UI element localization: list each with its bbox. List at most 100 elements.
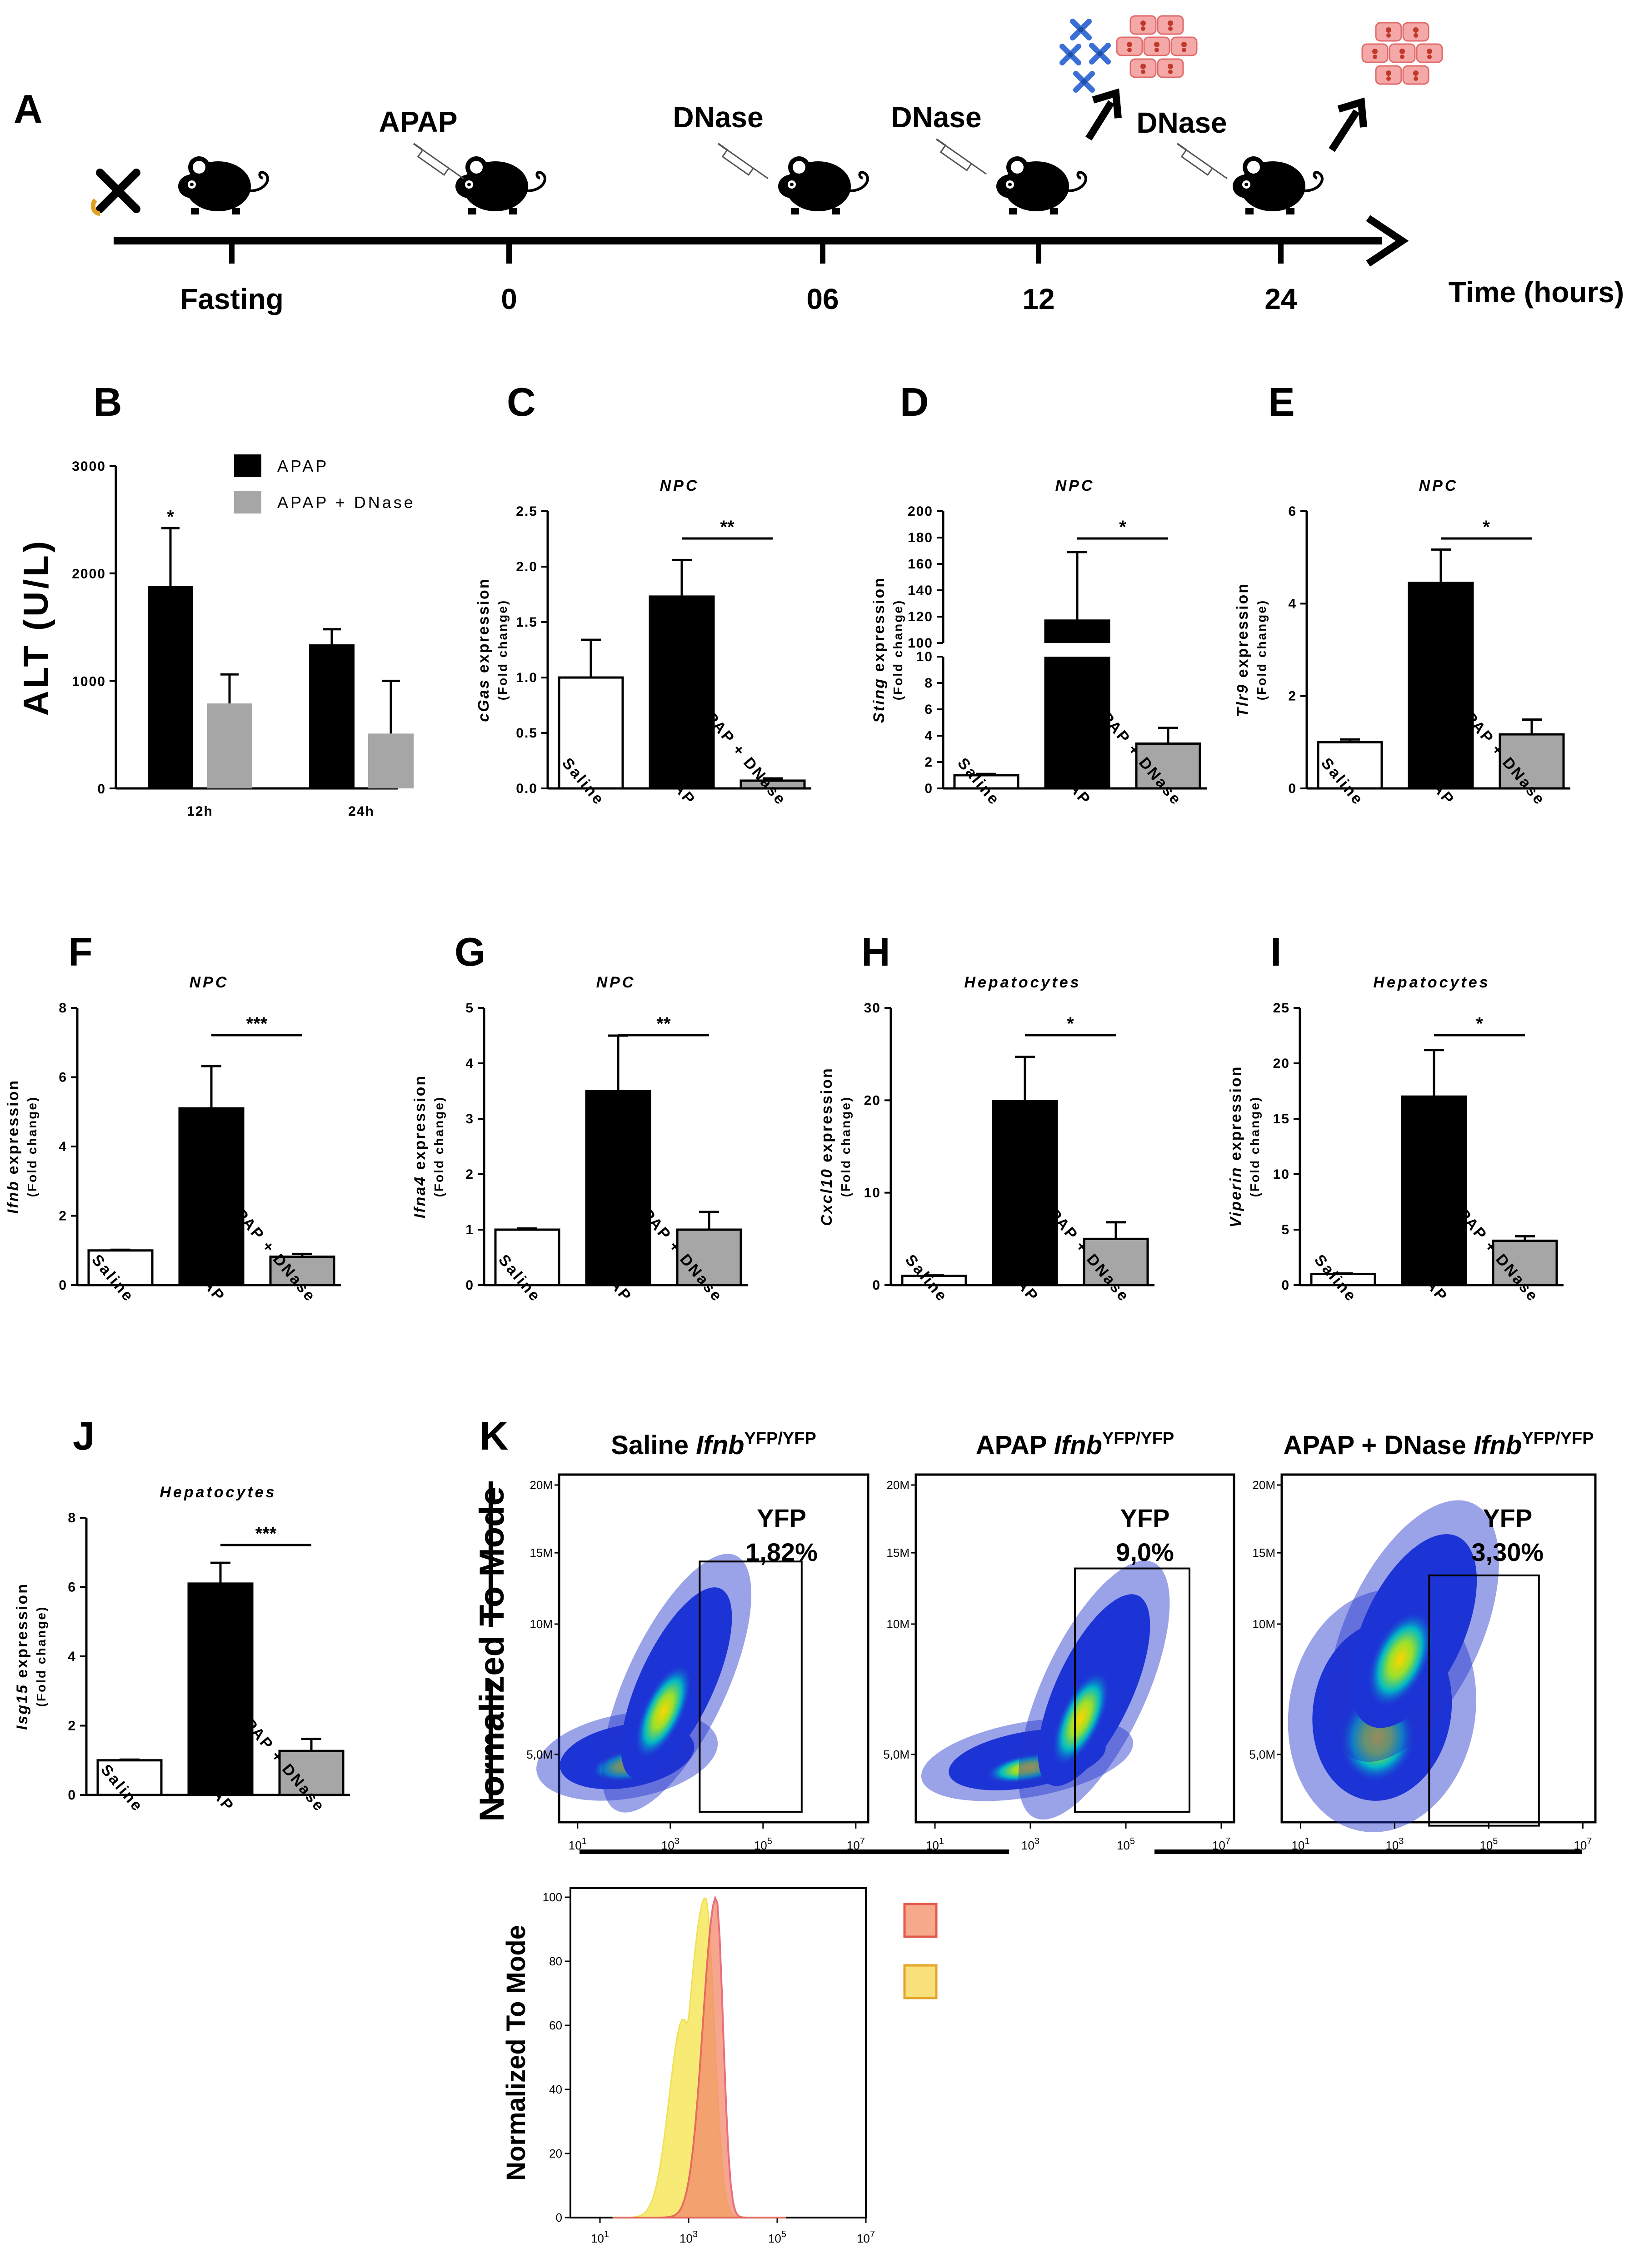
y-tick-label: 15M	[1252, 1546, 1275, 1560]
y-tick-label: 80	[549, 1954, 562, 1968]
y-tick-label: 5	[1281, 1222, 1290, 1237]
y-tick-label: 0.0	[516, 781, 538, 796]
y-axis-label: Cxcl10 expression	[818, 1067, 835, 1226]
legend-swatch-apap-dnase	[903, 1964, 938, 1999]
x-tick-label: 101	[569, 1836, 587, 1852]
y-tick-label: 6	[59, 1070, 67, 1085]
timeline-axis-label: Time (hours)	[1449, 276, 1624, 309]
syringe-icon	[717, 143, 769, 179]
chart-title: NPC	[190, 974, 229, 991]
y-tick-label: 20M	[530, 1478, 553, 1492]
bar-saline	[96, 1759, 163, 1796]
y-axis-label: ALT (U/L)	[17, 538, 55, 716]
chart-title: NPC	[1419, 477, 1459, 494]
x-tick-label: 103	[661, 1836, 680, 1852]
significance-marker: **	[720, 517, 735, 537]
y-tick-label: 15M	[530, 1546, 553, 1560]
bar-saline	[87, 1249, 154, 1286]
gate-value: 9,0%	[1116, 1538, 1174, 1566]
panel-label-j: J	[73, 1413, 95, 1458]
flow-plot-2: APAP IfnbYFP/YFP YFP 9,0% 5,0M 10M 15M 20M 101 1…	[883, 1429, 1235, 1852]
flow-plot-title: APAP + DNase IfnbYFP/YFP	[1283, 1429, 1594, 1460]
injection-label-dnase-2: DNase	[891, 101, 981, 134]
gate-label: YFP	[757, 1504, 806, 1532]
y-tick-label: 20M	[886, 1478, 909, 1492]
y-tick-label: 2	[924, 755, 933, 770]
y-axis-label: cGas expression	[475, 578, 492, 722]
y-tick-label: 2	[59, 1209, 67, 1224]
bar-apap-dnase	[740, 779, 806, 790]
y-tick-label: 25	[1273, 1001, 1290, 1016]
x-tick-label: 103	[1021, 1836, 1039, 1852]
y-axis-label-sub: (Fold change)	[1254, 599, 1269, 701]
mouse-icon	[996, 156, 1086, 214]
timeline-arrowhead	[1366, 215, 1409, 267]
cross-icon	[90, 169, 140, 216]
arrow-icon	[1085, 88, 1122, 141]
timeline-label-12: 12	[1022, 283, 1054, 315]
legend-label: APAP	[277, 457, 329, 475]
significance-marker: *	[1476, 1014, 1483, 1034]
y-tick-label: 10M	[1252, 1617, 1275, 1631]
hepatocyte-cluster-icon	[1116, 15, 1198, 78]
timeline-label-0: 0	[501, 283, 517, 315]
bar-saline	[558, 676, 624, 790]
flow-plot-3: APAP + DNase IfnbYFP/YFP YFP 3,30% 5,0M 10M 1…	[1249, 1429, 1597, 1852]
chart-i-viperin: 0 5 10 15 20 25 Hepatocytes Viperin expression(…	[1227, 974, 1564, 1306]
y-tick-label: 8	[924, 676, 933, 691]
arrow-icon	[1329, 97, 1367, 152]
bar-apap-dnase	[1499, 733, 1565, 790]
y-tick-label: 15	[1273, 1112, 1290, 1127]
flow-plot-1: Saline IfnbYFP/YFP YFP 1,82% 5,0M 10M 15M 20M 1…	[526, 1429, 869, 1852]
significance-marker: *	[167, 507, 174, 527]
y-tick-label: 0	[1288, 781, 1297, 796]
panel-label-c: C	[507, 379, 536, 424]
panel-label-k: K	[480, 1413, 509, 1458]
y-tick-label: 4	[1288, 596, 1297, 611]
bar-apap-dnase	[1083, 1237, 1149, 1286]
density-core	[1051, 1670, 1110, 1767]
y-tick-label: 10	[864, 1186, 881, 1201]
y-tick-label: 0	[465, 1278, 474, 1293]
y-tick-label: 100	[543, 1890, 562, 1904]
y-axis-label: Isg15 expression	[14, 1583, 31, 1730]
x-tick-label: 103	[680, 2229, 698, 2245]
syringe-icon	[413, 143, 465, 179]
y-axis-label-sub: (Fold change)	[839, 1096, 853, 1197]
y-tick-label: 40	[549, 2083, 562, 2096]
significance-marker: **	[656, 1014, 671, 1034]
significance-marker: *	[1483, 517, 1490, 537]
significance-marker: ***	[246, 1014, 268, 1034]
y-tick-label: 5,0M	[1249, 1748, 1275, 1761]
chart-title: NPC	[660, 477, 700, 494]
bar-apap-dnase	[368, 733, 414, 788]
y-tick-label: 0	[1281, 1278, 1290, 1293]
y-tick-label: 0.5	[516, 726, 538, 741]
density-cloud	[536, 1554, 752, 1813]
bar-saline	[1310, 1273, 1376, 1286]
x-tick-label: 24h	[348, 804, 375, 819]
y-axis-label-sub: (Fold change)	[1248, 1096, 1262, 1197]
panel-label-f: F	[68, 929, 93, 974]
y-tick-label: 3000	[72, 459, 106, 474]
mouse-icon	[778, 156, 868, 214]
panel-label-e: E	[1268, 379, 1295, 424]
bar-apap-dnase	[278, 1750, 345, 1796]
chart-j-isg15: 0 2 4 6 8 Hepatocytes Isg15 expression (Fold ch…	[14, 1484, 350, 1815]
y-axis-label: Sting expression	[870, 577, 888, 723]
y-tick-label: 2	[1288, 689, 1297, 704]
x-tick-label: 105	[754, 1836, 772, 1852]
panel-label-h: H	[861, 929, 890, 974]
y-tick-label: 120	[908, 609, 933, 624]
mouse-icon	[1233, 156, 1322, 214]
legend-swatch-apap	[903, 1903, 938, 1938]
injection-label-apap: APAP	[379, 105, 457, 138]
y-tick-label: 4	[68, 1649, 76, 1664]
y-tick-label: 140	[908, 583, 933, 598]
y-axis-label-sub: (Fold change)	[495, 599, 510, 701]
y-tick-label: 10	[1273, 1167, 1290, 1182]
flow-plot-title: APAP IfnbYFP/YFP	[976, 1429, 1174, 1460]
mouse-icon	[455, 156, 545, 214]
